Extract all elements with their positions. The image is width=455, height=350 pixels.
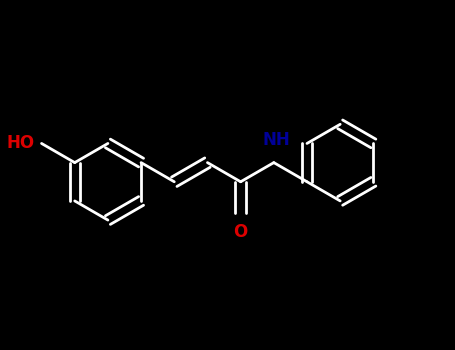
Text: NH: NH [262, 131, 290, 149]
Text: O: O [233, 223, 248, 241]
Text: HO: HO [7, 134, 35, 153]
